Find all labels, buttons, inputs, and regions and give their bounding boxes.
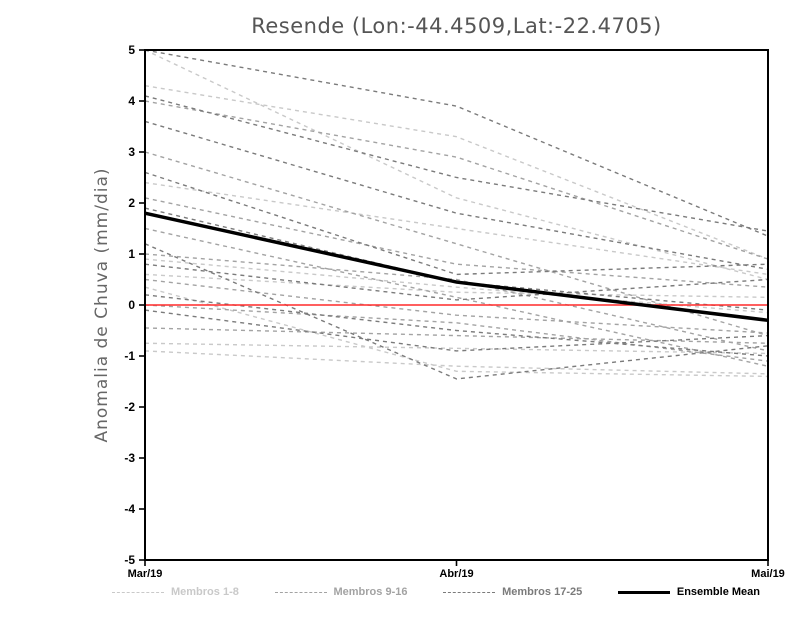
member-line-group-1: [144, 342, 769, 355]
legend-entry-membros-9-16: Membros 9-16: [274, 586, 408, 598]
member-line-group-3: [144, 120, 769, 270]
x-tick-label: Mai/19: [751, 568, 785, 580]
member-line-group-1: [144, 49, 769, 281]
membros-17-25-line-sample: [443, 591, 496, 593]
y-tick-label: 4: [128, 94, 135, 108]
member-line-group-3: [144, 95, 769, 232]
y-tick-label: 2: [128, 196, 135, 210]
member-line-group-3: [144, 309, 769, 352]
y-tick-label: 0: [128, 298, 135, 312]
member-line-group-2: [144, 100, 769, 260]
member-line-group-3: [144, 294, 769, 357]
member-line-group-2: [144, 278, 769, 334]
membros-1-8-line-sample: [112, 591, 164, 593]
member-line-group-1: [144, 273, 769, 299]
y-tick-label: -4: [124, 502, 135, 516]
ensemble-mean-line-sample: [617, 590, 670, 594]
member-line-group-3: [144, 49, 769, 237]
chart-title: Resende (Lon:-44.4509,Lat:-22.4705): [251, 14, 662, 38]
x-tick-label: Abr/19: [439, 568, 473, 580]
y-tick-label: 1: [128, 247, 135, 261]
legend-entry-ensemble-mean: Ensemble Mean: [617, 586, 760, 598]
legend-entry-membros-17-25: Membros 17-25: [443, 586, 582, 598]
legend-label: Membros 17-25: [502, 586, 583, 598]
member-line-group-1: [144, 85, 769, 260]
y-tick-label: 5: [128, 43, 135, 57]
legend: Membros 1-8 Membros 9-16 Membros 17-25 E…: [112, 586, 760, 598]
member-line-group-1: [144, 258, 769, 314]
y-tick-label: -3: [124, 451, 135, 465]
member-line-group-1: [144, 286, 769, 378]
membros-9-16-line-sample: [274, 591, 327, 593]
member-line-group-2: [144, 253, 769, 352]
member-line-group-3: [144, 207, 769, 311]
ensemble-mean-line: [144, 211, 769, 323]
member-line-group-2: [144, 197, 769, 288]
y-axis-title: Anomalia de Chuva (mm/dia): [92, 167, 112, 442]
y-tick-label: -1: [124, 349, 135, 363]
y-tick-label: -2: [124, 400, 135, 414]
x-tick-label: Mar/19: [128, 568, 163, 580]
y-tick-label: -5: [124, 553, 135, 567]
legend-label: Membros 1-8: [171, 586, 239, 598]
member-line-group-2: [144, 304, 769, 362]
legend-entry-membros-1-8: Membros 1-8: [112, 586, 239, 598]
legend-label: Ensemble Mean: [676, 586, 760, 598]
legend-label: Membros 9-16: [333, 586, 408, 598]
member-line-group-3: [144, 243, 769, 380]
member-line-group-3: [144, 171, 769, 276]
member-line-group-2: [144, 227, 769, 367]
member-line-group-1: [144, 350, 769, 375]
y-tick-label: 3: [128, 145, 135, 159]
member-line-group-1: [144, 181, 769, 276]
member-line-group-3: [144, 263, 769, 301]
